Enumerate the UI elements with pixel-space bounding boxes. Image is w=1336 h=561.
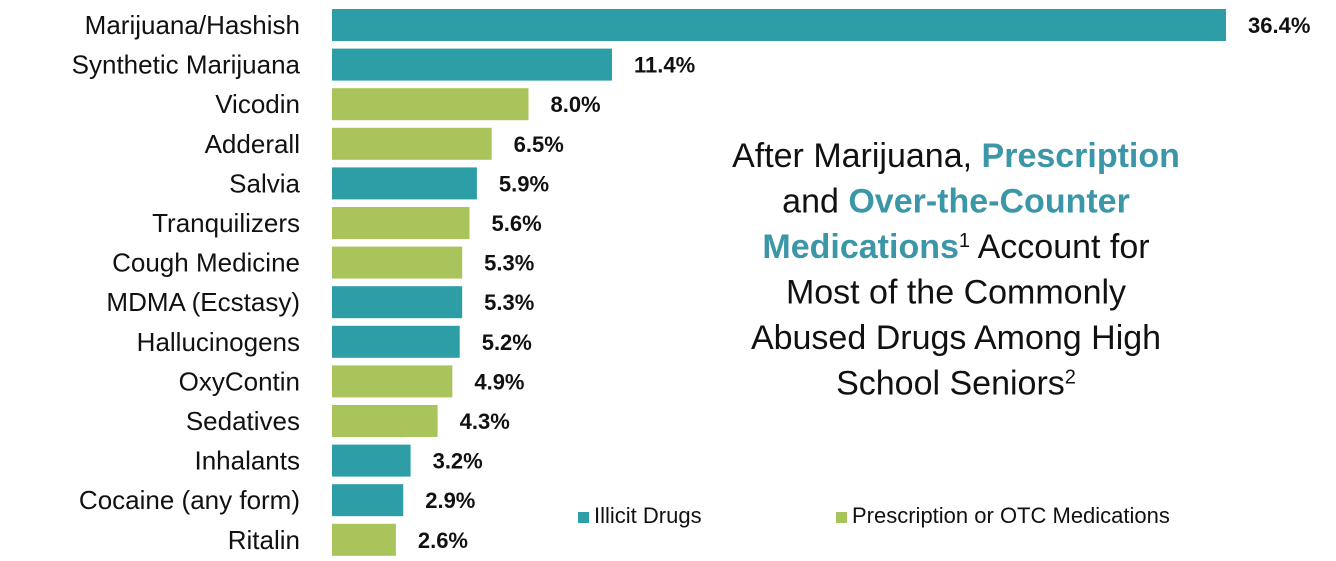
bar-illicit bbox=[332, 48, 612, 81]
value-label: 11.4% bbox=[634, 53, 695, 78]
value-label: 5.2% bbox=[482, 330, 532, 355]
value-label: 5.3% bbox=[484, 290, 534, 315]
title-line: Abused Drugs Among High bbox=[751, 319, 1161, 357]
value-label: 4.3% bbox=[460, 409, 510, 434]
bars-group: Marijuana/Hashish 36.4% Synthetic Marijuan… bbox=[72, 9, 1310, 556]
title-line: Medications1 Account for bbox=[762, 228, 1149, 266]
bar-illicit bbox=[332, 444, 411, 477]
title-line: and Over-the-Counter bbox=[782, 183, 1130, 221]
value-label: 5.6% bbox=[492, 211, 542, 236]
bar-prescription bbox=[332, 127, 492, 160]
title-line: After Marijuana, Prescription bbox=[732, 137, 1180, 175]
value-label: 6.5% bbox=[514, 132, 564, 157]
bar-illicit bbox=[332, 167, 477, 200]
category-label: MDMA (Ecstasy) bbox=[106, 287, 300, 317]
category-label: Synthetic Marijuana bbox=[72, 50, 301, 80]
category-label: Ritalin bbox=[228, 525, 300, 555]
category-label: Marijuana/Hashish bbox=[85, 10, 300, 40]
chart-title: After Marijuana, Prescription and Over-th… bbox=[732, 137, 1180, 403]
legend-swatch-illicit bbox=[578, 512, 589, 523]
legend-label-illicit: Illicit Drugs bbox=[594, 503, 702, 528]
value-label: 8.0% bbox=[550, 92, 600, 117]
category-label: Cocaine (any form) bbox=[79, 485, 300, 515]
bar-illicit bbox=[332, 9, 1226, 41]
legend: Illicit Drugs Prescription or OTC Medicat… bbox=[578, 503, 1170, 528]
legend-swatch-prescription bbox=[836, 512, 847, 523]
value-label: 4.9% bbox=[474, 369, 524, 394]
bar-prescription bbox=[332, 365, 453, 398]
bar-prescription bbox=[332, 523, 396, 556]
value-label: 2.6% bbox=[418, 528, 468, 553]
category-label: Vicodin bbox=[215, 89, 300, 119]
category-label: Hallucinogens bbox=[137, 327, 300, 357]
value-label: 5.9% bbox=[499, 171, 549, 196]
bar-prescription bbox=[332, 88, 529, 121]
value-label: 2.9% bbox=[425, 488, 475, 513]
bar-prescription bbox=[332, 405, 438, 437]
value-label: 3.2% bbox=[433, 449, 483, 474]
title-line: School Seniors2 bbox=[836, 365, 1076, 403]
value-label: 5.3% bbox=[484, 251, 534, 276]
bar-prescription bbox=[332, 246, 463, 279]
title-line: Most of the Commonly bbox=[786, 274, 1126, 312]
category-label: Salvia bbox=[229, 168, 300, 198]
bar-illicit bbox=[332, 484, 404, 517]
category-label: Sedatives bbox=[186, 406, 300, 436]
category-label: Inhalants bbox=[194, 446, 300, 476]
legend-label-prescription: Prescription or OTC Medications bbox=[852, 503, 1170, 528]
category-label: OxyContin bbox=[179, 366, 300, 396]
category-label: Cough Medicine bbox=[112, 248, 300, 278]
value-label: 36.4% bbox=[1248, 13, 1310, 38]
bar-illicit bbox=[332, 325, 460, 358]
category-label: Adderall bbox=[205, 129, 300, 159]
category-label: Tranquilizers bbox=[152, 208, 300, 238]
bar-prescription bbox=[332, 207, 470, 239]
bar-illicit bbox=[332, 286, 463, 319]
